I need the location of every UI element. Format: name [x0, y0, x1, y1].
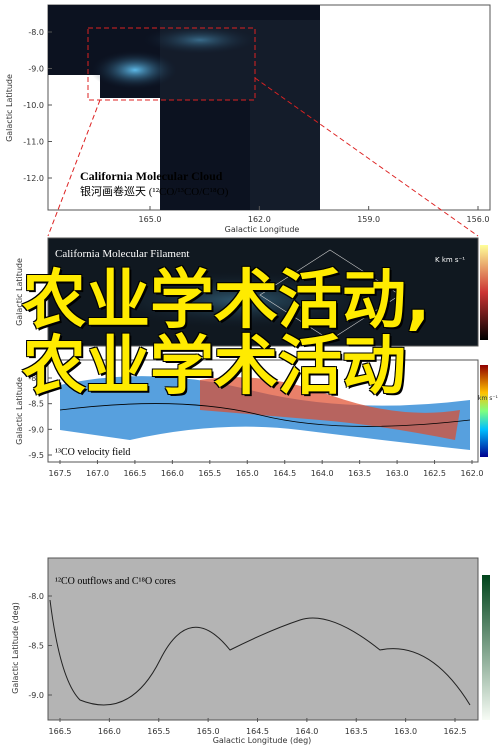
- x-tick-label: 159.0: [357, 215, 380, 224]
- y-label: Galactic Latitude (deg): [11, 602, 20, 694]
- x-tick-label: 163.5: [345, 727, 368, 736]
- velocity-map: [200, 377, 460, 440]
- x-tick-label: 156.0: [467, 215, 490, 224]
- panel-title: ¹³CO velocity field: [55, 447, 130, 458]
- y-tick-label: -8.0: [28, 592, 44, 601]
- x-tick-label: 166.5: [123, 469, 146, 478]
- y-label: Galactic Latitude: [15, 258, 24, 326]
- x-tick-label: 163.0: [394, 727, 417, 736]
- x-tick-label: 165.0: [139, 215, 162, 224]
- x-tick-label: 164.5: [246, 727, 269, 736]
- x-tick-label: 166.0: [98, 727, 121, 736]
- contour: [49, 599, 471, 706]
- x-tick-label: 165.0: [197, 727, 220, 736]
- emission: [140, 25, 260, 55]
- x-tick-label: 165.5: [198, 469, 221, 478]
- colorbar-label: K km s⁻¹: [435, 256, 465, 264]
- y-tick-label: -12.0: [23, 174, 44, 183]
- panel-subtitle: 银河画卷巡天 (¹²CO/¹³CO/C¹⁸O): [80, 184, 229, 198]
- x-tick-label: 166.0: [161, 469, 184, 478]
- y-tick-label: -9.0: [28, 65, 44, 74]
- x-label: Galactic Longitude (deg): [213, 736, 312, 745]
- emission: [90, 270, 390, 330]
- panel-title: ¹²CO outflows and C¹⁸O cores: [55, 576, 176, 587]
- colorbar: [480, 365, 488, 457]
- y-tick-label: -9.0: [28, 425, 44, 434]
- x-tick-label: 162.5: [423, 469, 446, 478]
- zoom-box: [87, 27, 256, 101]
- contour: [59, 403, 471, 427]
- y-tick-label: -11.0: [23, 138, 44, 147]
- y-label: Galactic Latitude: [15, 377, 24, 445]
- y-tick-label: -9.0: [28, 691, 44, 700]
- panel-title: California Molecular Cloud: [80, 169, 223, 183]
- x-tick-label: 164.0: [311, 469, 334, 478]
- y-tick-label: -8.0: [28, 374, 44, 383]
- axes-frame: [47, 557, 479, 721]
- zoom-line: [254, 77, 479, 237]
- y-label: Galactic Latitude: [5, 74, 14, 142]
- zoom-line: [47, 99, 101, 237]
- x-tick-label: 167.5: [49, 469, 72, 478]
- x-tick-label: 164.0: [295, 727, 318, 736]
- y-tick-label: -8.0: [28, 28, 44, 37]
- colorbar: [480, 245, 488, 340]
- x-tick-label: 166.5: [49, 727, 72, 736]
- x-tick-label: 163.5: [348, 469, 371, 478]
- x-label: Galactic Longitude: [225, 225, 300, 234]
- x-tick-label: 163.0: [386, 469, 409, 478]
- x-tick-label: 164.5: [273, 469, 296, 478]
- x-tick-label: 162.5: [444, 727, 467, 736]
- colorbar: [482, 575, 490, 720]
- region: [259, 249, 401, 341]
- y-tick-label: -8.5: [28, 642, 44, 651]
- overlay-title: 农业学术活动,农业学术活动: [22, 264, 431, 404]
- x-tick-label: 162.0: [248, 215, 271, 224]
- x-tick-label: 165.5: [147, 727, 170, 736]
- sky-image: [160, 20, 320, 210]
- x-tick-label: 167.0: [86, 469, 109, 478]
- y-tick-label: -8.5: [28, 400, 44, 409]
- x-tick-label: 165.0: [236, 469, 259, 478]
- y-tick-label: -9.5: [28, 451, 44, 460]
- emission: [90, 50, 180, 90]
- y-tick-label: -10.0: [23, 101, 44, 110]
- colorbar-label: km s⁻¹: [478, 395, 499, 402]
- x-tick-label: 162.0: [461, 469, 484, 478]
- panel-title: California Molecular Filament: [55, 248, 189, 260]
